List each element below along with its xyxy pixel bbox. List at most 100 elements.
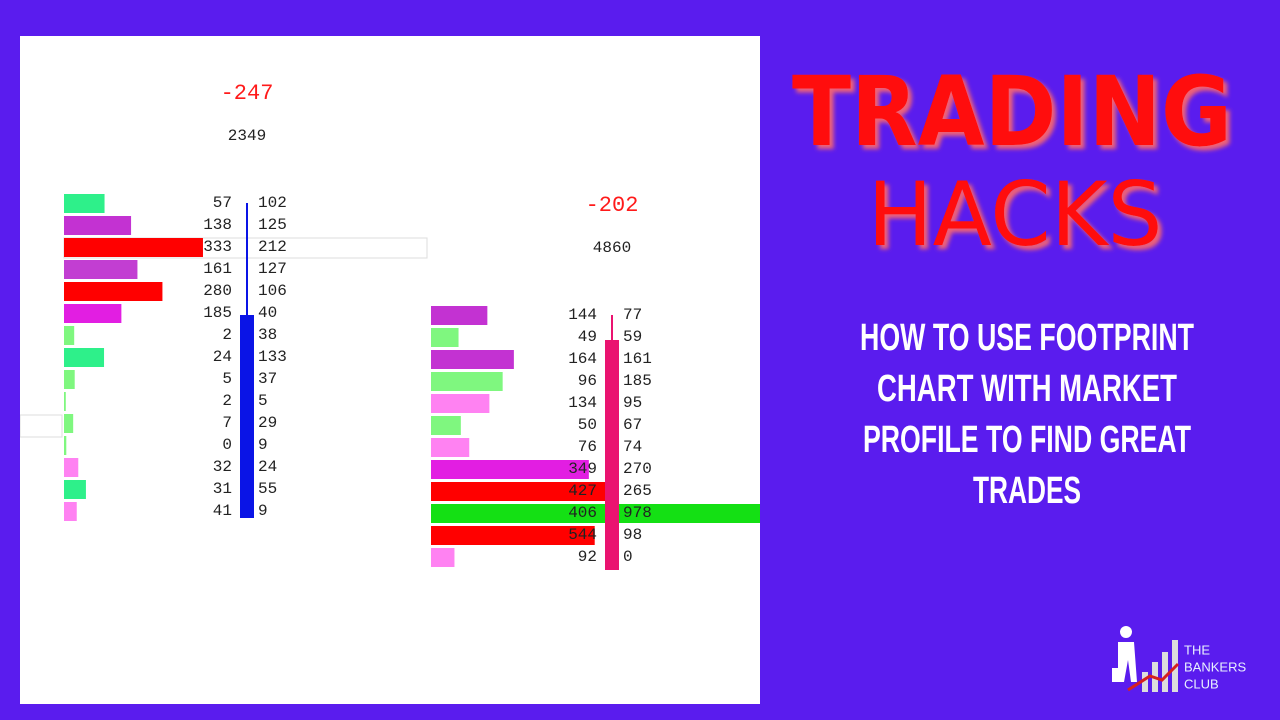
bid-volume: 280 bbox=[203, 282, 232, 300]
volume-bar bbox=[64, 458, 79, 477]
volume-bar bbox=[431, 548, 455, 567]
bid-volume: 406 bbox=[568, 504, 597, 522]
ask-volume: 5 bbox=[258, 392, 268, 410]
logo-figure bbox=[1112, 668, 1122, 682]
ask-volume: 161 bbox=[623, 350, 652, 368]
bid-volume: 57 bbox=[213, 194, 232, 212]
bid-volume: 427 bbox=[568, 482, 597, 500]
logo-arrow bbox=[1127, 662, 1180, 692]
bid-volume: 49 bbox=[578, 328, 597, 346]
ask-volume: 95 bbox=[623, 394, 642, 412]
ask-volume: 38 bbox=[258, 326, 277, 344]
ask-volume: 59 bbox=[623, 328, 642, 346]
title-line: TRADING bbox=[792, 56, 1232, 168]
ask-volume: 67 bbox=[623, 416, 642, 434]
volume-bar bbox=[64, 392, 66, 411]
volume-bar bbox=[431, 504, 760, 523]
volume-bar bbox=[64, 282, 163, 301]
candle-body bbox=[240, 315, 254, 518]
bid-volume: 333 bbox=[203, 238, 232, 256]
ask-volume: 270 bbox=[623, 460, 652, 478]
subtitle-line: HOW TO USE FOOTPRINT bbox=[860, 317, 1194, 359]
volume-bar bbox=[431, 460, 589, 479]
bid-volume: 41 bbox=[213, 502, 232, 520]
volume-bar bbox=[64, 194, 105, 213]
bid-volume: 96 bbox=[578, 372, 597, 390]
bid-volume: 32 bbox=[213, 458, 232, 476]
volume-bar bbox=[431, 526, 595, 545]
volume-bar bbox=[431, 350, 514, 369]
ask-volume: 29 bbox=[258, 414, 277, 432]
volume: 4860 bbox=[593, 239, 631, 257]
bid-volume: 349 bbox=[568, 460, 597, 478]
ask-volume: 106 bbox=[258, 282, 287, 300]
volume-bar bbox=[431, 394, 490, 413]
ask-volume: 265 bbox=[623, 482, 652, 500]
chart-panel bbox=[20, 36, 760, 704]
bid-volume: 544 bbox=[568, 526, 597, 544]
ask-volume: 125 bbox=[258, 216, 287, 234]
volume-bar bbox=[431, 328, 459, 347]
bid-volume: 0 bbox=[222, 436, 232, 454]
bid-volume: 50 bbox=[578, 416, 597, 434]
delta: -247 bbox=[221, 81, 274, 106]
logo-word: BANKERS bbox=[1184, 659, 1246, 674]
ask-volume: 24 bbox=[258, 458, 277, 476]
logo bbox=[1112, 626, 1180, 692]
ask-volume: 9 bbox=[258, 502, 268, 520]
volume-bar bbox=[64, 502, 77, 521]
ask-volume: 77 bbox=[623, 306, 642, 324]
ask-volume: 40 bbox=[258, 304, 277, 322]
volume-bar bbox=[64, 414, 74, 433]
logo-bar bbox=[1162, 652, 1168, 692]
bid-volume: 144 bbox=[568, 306, 597, 324]
ask-volume: 37 bbox=[258, 370, 277, 388]
delta: -202 bbox=[586, 193, 639, 218]
ask-volume: 127 bbox=[258, 260, 287, 278]
volume-bar bbox=[64, 260, 138, 279]
subtitle-line: TRADES bbox=[973, 470, 1081, 512]
volume: 2349 bbox=[228, 127, 266, 145]
ask-volume: 98 bbox=[623, 526, 642, 544]
title-line: HACKS bbox=[868, 163, 1163, 266]
volume-bar bbox=[431, 416, 461, 435]
ask-volume: 0 bbox=[623, 548, 633, 566]
bid-volume: 24 bbox=[213, 348, 232, 366]
bid-volume: 76 bbox=[578, 438, 597, 456]
logo-figure bbox=[1118, 642, 1137, 682]
volume-bar bbox=[64, 304, 122, 323]
bid-volume: 5 bbox=[222, 370, 232, 388]
ask-volume: 102 bbox=[258, 194, 287, 212]
bid-volume: 164 bbox=[568, 350, 597, 368]
volume-bar bbox=[64, 216, 132, 235]
bid-volume: 134 bbox=[568, 394, 597, 412]
volume-bar bbox=[431, 306, 488, 325]
volume-bar bbox=[64, 326, 75, 345]
candle-wick bbox=[246, 203, 248, 315]
subtitle: HOW TO USE FOOTPRINT CHART WITH MARKET PRO… bbox=[860, 317, 1194, 512]
logo-bar bbox=[1142, 672, 1148, 692]
logo-word: CLUB bbox=[1184, 676, 1219, 691]
ask-volume: 74 bbox=[623, 438, 642, 456]
logo-text: THE BANKERS CLUB bbox=[1184, 642, 1246, 691]
volume-bar bbox=[64, 348, 105, 367]
subtitle-line: CHART WITH MARKET bbox=[877, 368, 1177, 410]
ask-volume: 978 bbox=[623, 504, 652, 522]
ask-volume: 9 bbox=[258, 436, 268, 454]
candle-body bbox=[605, 340, 619, 570]
bid-volume: 2 bbox=[222, 326, 232, 344]
bid-volume: 138 bbox=[203, 216, 232, 234]
logo-figure bbox=[1120, 626, 1132, 638]
volume-bar bbox=[431, 372, 503, 391]
subtitle-line: PROFILE TO FIND GREAT bbox=[863, 419, 1191, 461]
ask-volume: 133 bbox=[258, 348, 287, 366]
bid-volume: 161 bbox=[203, 260, 232, 278]
volume-bar bbox=[64, 436, 67, 455]
volume-bar bbox=[64, 370, 75, 389]
ask-volume: 55 bbox=[258, 480, 277, 498]
volume-bar bbox=[431, 438, 470, 457]
volume-bar bbox=[431, 482, 608, 501]
